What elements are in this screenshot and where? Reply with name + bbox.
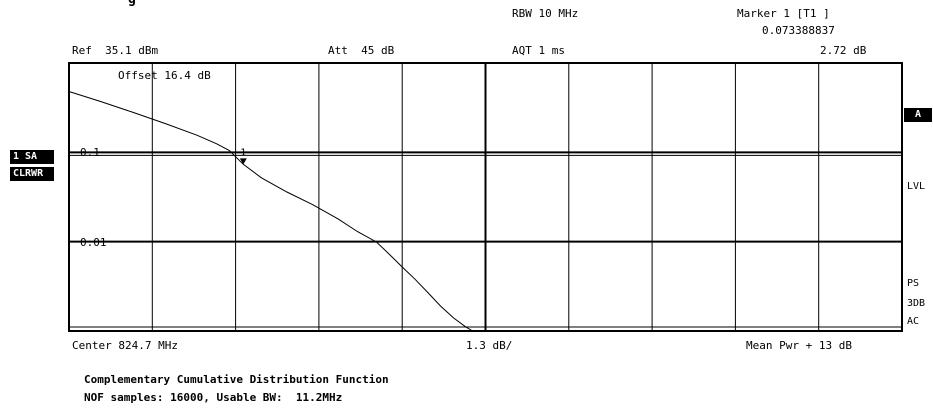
ac-label: AC	[907, 316, 920, 327]
title-fragment: g	[128, 0, 136, 6]
ps-label: PS	[907, 278, 920, 289]
attenuation: Att 45 dB	[328, 44, 395, 57]
clrwr-badge[interactable]: CLRWR	[10, 167, 54, 181]
center-frequency: Center 824.7 MHz	[72, 339, 178, 352]
caption-line-2: NOF samples: 16000, Usable BW: 11.2MHz	[84, 391, 343, 404]
y-tick-label-0-1: 0.1	[80, 146, 100, 159]
plot-grid	[68, 62, 903, 332]
y-tick-label-0-01: 0.01	[80, 236, 107, 249]
3db-label: 3DB	[907, 298, 926, 309]
marker-layer: 1	[239, 147, 247, 165]
marker-1-triangle	[239, 158, 247, 165]
ref-level: Ref 35.1 dBm	[72, 44, 159, 57]
x-scale-per-div: 1.3 dB/	[466, 339, 513, 352]
marker-1-number: 1	[240, 147, 246, 158]
rbw-readout: RBW 10 MHz	[512, 7, 579, 20]
marker-title: Marker 1 [T1 ]	[737, 7, 830, 20]
marker-x-readout: 0.073388837	[762, 24, 835, 37]
trace-a-badge[interactable]: A	[904, 108, 932, 122]
mean-power-span: Mean Pwr + 13 dB	[746, 339, 852, 352]
ccdf-trace-1	[68, 91, 473, 332]
series-layer	[68, 91, 473, 332]
caption-line-1: Complementary Cumulative Distribution Fu…	[84, 373, 389, 386]
offset-label: Offset 16.4 dB	[118, 69, 211, 82]
acquisition-time: AQT 1 ms	[512, 44, 565, 57]
trace-1-sa-badge[interactable]: 1 SA	[10, 150, 54, 164]
marker-level-readout: 2.72 dB	[820, 44, 867, 57]
lvl-label: LVL	[907, 181, 926, 192]
